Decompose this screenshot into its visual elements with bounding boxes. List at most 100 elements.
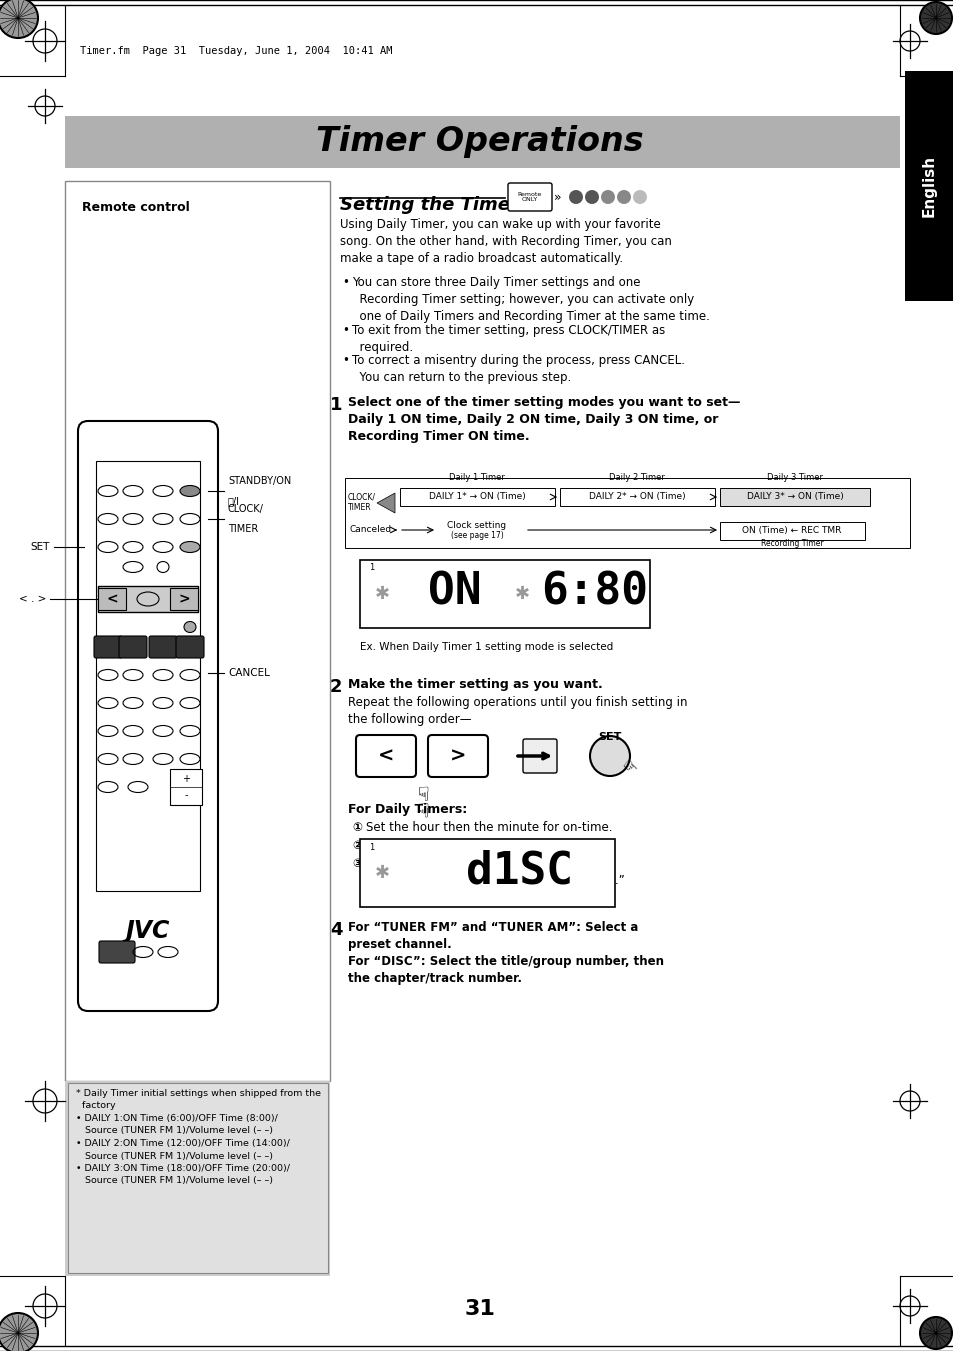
Bar (359, 839, 615, 907)
Text: ON: ON (428, 570, 481, 613)
Text: DAILY 2* → ON (Time): DAILY 2* → ON (Time) (588, 493, 684, 501)
Bar (399, 488, 555, 507)
Text: You can store three Daily Timer settings and one
  Recording Timer setting; howe: You can store three Daily Timer settings… (352, 276, 709, 323)
Text: >: > (178, 592, 190, 607)
Text: Daily 1 Timer: Daily 1 Timer (449, 473, 504, 482)
Text: Select one of the timer setting modes you want to set—
Daily 1 ON time, Daily 2 : Select one of the timer setting modes yo… (348, 396, 740, 443)
FancyBboxPatch shape (522, 739, 557, 773)
Text: Ex. When Daily Timer 1 setting mode is selected: Ex. When Daily Timer 1 setting mode is s… (359, 642, 613, 653)
Circle shape (0, 1313, 38, 1351)
Text: <: < (106, 592, 117, 607)
Circle shape (617, 190, 630, 204)
Text: 1: 1 (369, 563, 375, 573)
Text: Remote control: Remote control (82, 201, 190, 213)
Bar (559, 488, 714, 507)
FancyBboxPatch shape (94, 636, 122, 658)
Bar (170, 769, 202, 805)
FancyBboxPatch shape (149, 636, 177, 658)
Text: ③: ③ (352, 857, 361, 870)
Text: 1: 1 (330, 396, 342, 413)
Text: DAILY 1* → ON (Time): DAILY 1* → ON (Time) (428, 493, 525, 501)
Text: Repeat the following operations until you finish setting in
the following order—: Repeat the following operations until yo… (348, 696, 687, 725)
Circle shape (633, 190, 646, 204)
Ellipse shape (180, 485, 200, 497)
Text: Setting the Timer: Setting the Timer (339, 196, 518, 213)
Ellipse shape (180, 542, 200, 553)
Text: Clock setting: Clock setting (447, 521, 506, 531)
Bar (904, 72, 953, 301)
Text: ☞: ☞ (616, 757, 639, 780)
Text: English: English (921, 155, 936, 218)
Text: CLOCK/
TIMER: CLOCK/ TIMER (348, 493, 375, 512)
Text: CLOCK/: CLOCK/ (228, 504, 264, 513)
Text: •: • (341, 276, 349, 289)
Text: Remote
ONLY: Remote ONLY (517, 192, 541, 203)
Text: TIMER: TIMER (228, 524, 258, 534)
Text: CANCEL: CANCEL (228, 667, 270, 678)
Circle shape (919, 1317, 951, 1350)
FancyBboxPatch shape (99, 942, 135, 963)
FancyBboxPatch shape (175, 636, 204, 658)
Text: ✱: ✱ (514, 585, 529, 603)
Text: ②: ② (352, 839, 361, 852)
Text: 1: 1 (369, 843, 375, 851)
Text: DAILY 3* → ON (Time): DAILY 3* → ON (Time) (746, 493, 842, 501)
Text: 31: 31 (464, 1300, 495, 1319)
Text: To exit from the timer setting, press CLOCK/TIMER as
  required.: To exit from the timer setting, press CL… (352, 324, 664, 354)
Bar (65, 1081, 330, 1275)
Text: ON (Time) ← REC TMR: ON (Time) ← REC TMR (741, 527, 841, 535)
Text: STANDBY/ON: STANDBY/ON (228, 476, 291, 486)
Bar (345, 478, 909, 549)
Text: SET: SET (30, 542, 50, 553)
FancyBboxPatch shape (78, 422, 218, 1011)
Text: Set the hour then the minute for on-time.: Set the hour then the minute for on-time… (366, 821, 612, 834)
Bar (359, 561, 649, 628)
Text: 4: 4 (330, 921, 342, 939)
Ellipse shape (184, 621, 195, 632)
Text: ⏻/I: ⏻/I (228, 496, 240, 507)
Text: Set the hour then the minute for off-time.: Set the hour then the minute for off-tim… (366, 839, 612, 852)
Text: JVC: JVC (126, 919, 170, 943)
Text: ✱: ✱ (374, 585, 389, 603)
Bar (98, 586, 198, 612)
Circle shape (589, 736, 629, 775)
Text: For Daily Timers:: For Daily Timers: (348, 802, 467, 816)
Text: Timer Operations: Timer Operations (315, 126, 643, 158)
FancyBboxPatch shape (355, 735, 416, 777)
Circle shape (0, 0, 38, 38)
Text: ✱: ✱ (374, 865, 389, 882)
Text: To correct a misentry during the process, press CANCEL.
  You can return to the : To correct a misentry during the process… (352, 354, 684, 384)
Bar (65, 181, 330, 1081)
Bar (68, 1084, 328, 1273)
Bar (96, 461, 200, 892)
FancyBboxPatch shape (428, 735, 488, 777)
Text: Timer.fm  Page 31  Tuesday, June 1, 2004  10:41 AM: Timer.fm Page 31 Tuesday, June 1, 2004 1… (80, 46, 392, 55)
Text: •: • (341, 324, 349, 336)
Text: Select the playback source—“TUNER FM,”
       “TUNER AM,” “TAPE,” “DISC,” or “AU: Select the playback source—“TUNER FM,” “… (366, 857, 624, 888)
Text: SET: SET (598, 732, 621, 742)
Bar (65, 116, 899, 168)
Text: Make the timer setting as you want.: Make the timer setting as you want. (348, 678, 602, 690)
Text: +: + (182, 774, 190, 784)
Bar (98, 588, 126, 611)
Text: »: » (554, 190, 561, 204)
Text: 6:80: 6:80 (541, 570, 648, 613)
Circle shape (584, 190, 598, 204)
Text: For “TUNER FM” and “TUNER AM”: Select a
preset channel.: For “TUNER FM” and “TUNER AM”: Select a … (348, 921, 638, 951)
Text: •: • (341, 354, 349, 367)
Text: For “DISC”: Select the title/group number, then
the chapter/track number.: For “DISC”: Select the title/group numbe… (348, 955, 663, 985)
Text: -: - (184, 790, 188, 800)
Bar (720, 521, 864, 540)
Circle shape (919, 1, 951, 34)
Text: >: > (450, 747, 466, 766)
Text: ①: ① (352, 821, 361, 834)
FancyBboxPatch shape (119, 636, 147, 658)
Polygon shape (376, 493, 395, 513)
Text: (see page 17): (see page 17) (450, 531, 503, 540)
Text: Recording Timer: Recording Timer (760, 539, 822, 547)
Bar (720, 488, 869, 507)
Text: * Daily Timer initial settings when shipped from the
  factory
• DAILY 1:ON Time: * Daily Timer initial settings when ship… (76, 1089, 320, 1185)
Circle shape (600, 190, 615, 204)
Text: Canceled: Canceled (350, 526, 392, 535)
Text: 2: 2 (330, 678, 342, 696)
